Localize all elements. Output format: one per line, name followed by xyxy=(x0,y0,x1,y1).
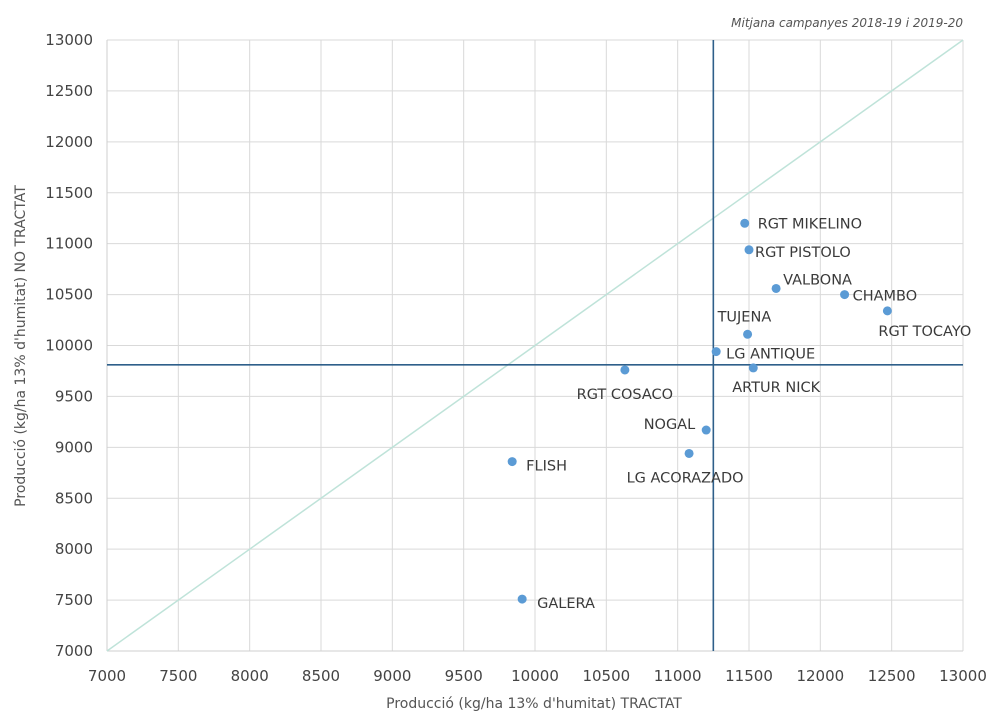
y-tick-labels: 7000 7500 8000 8500 9000 9500 10000 10500 11000 1… xyxy=(45,31,93,660)
x-tick-label: 13000 xyxy=(939,667,987,685)
x-tick-label: 8500 xyxy=(302,667,340,685)
y-tick-label: 10500 xyxy=(45,286,93,304)
y-tick-label: 10000 xyxy=(45,337,93,355)
x-tick-label: 11500 xyxy=(725,667,773,685)
data-point xyxy=(740,218,750,228)
x-tick-label: 12000 xyxy=(796,667,844,685)
point-label: RGT MIKELINO xyxy=(758,216,862,232)
x-tick-label: 10500 xyxy=(582,667,630,685)
x-axis-title: Producció (kg/ha 13% d'humitat) TRACTAT xyxy=(386,696,682,712)
point-label: RGT TOCAYO xyxy=(878,324,971,340)
point-label: GALERA xyxy=(537,596,595,612)
y-tick-label: 13000 xyxy=(45,31,93,49)
y-tick-label: 7500 xyxy=(55,591,93,609)
data-point xyxy=(743,329,753,339)
x-tick-label: 9000 xyxy=(373,667,411,685)
x-tick-label: 7000 xyxy=(88,667,126,685)
y-tick-label: 12500 xyxy=(45,82,93,100)
x-tick-label: 12500 xyxy=(868,667,916,685)
data-point xyxy=(711,347,721,357)
point-label: NOGAL xyxy=(644,417,696,433)
y-tick-label: 12000 xyxy=(45,133,93,151)
x-tick-label: 7500 xyxy=(159,667,197,685)
diagonal-reference-line xyxy=(106,39,964,652)
point-label: TUJENA xyxy=(717,309,772,325)
point-label: VALBONA xyxy=(783,272,852,288)
x-tick-label: 10000 xyxy=(511,667,559,685)
y-axis-title: Producció (kg/ha 13% d'humitat) NO TRACT… xyxy=(13,185,29,507)
x-tick-label: 8000 xyxy=(231,667,269,685)
data-point xyxy=(882,306,892,316)
data-point xyxy=(684,448,694,458)
x-tick-label: 9500 xyxy=(445,667,483,685)
point-label: RGT PISTOLO xyxy=(755,245,851,261)
data-point xyxy=(744,245,754,255)
chart-annotation: Mitjana campanyes 2018-19 i 2019-20 xyxy=(731,16,963,30)
data-point xyxy=(620,365,630,375)
x-tick-label: 11000 xyxy=(654,667,702,685)
point-label: RGT COSACO xyxy=(577,387,673,403)
y-tick-label: 11500 xyxy=(45,184,93,202)
data-point xyxy=(840,290,850,300)
point-label: LG ANTIQUE xyxy=(726,347,815,363)
data-point xyxy=(701,425,711,435)
data-point xyxy=(771,283,781,293)
y-tick-label: 8500 xyxy=(55,489,93,507)
y-tick-label: 7000 xyxy=(55,642,93,660)
data-point xyxy=(517,594,527,604)
y-tick-label: 11000 xyxy=(45,235,93,253)
y-tick-label: 9000 xyxy=(55,438,93,456)
data-point xyxy=(748,363,758,373)
y-tick-label: 8000 xyxy=(55,540,93,558)
point-label: ARTUR NICK xyxy=(732,380,820,396)
point-label: FLISH xyxy=(526,459,567,475)
point-label: CHAMBO xyxy=(853,289,918,305)
x-tick-labels: 7000 7500 8000 8500 9000 9500 10000 10500 11000 1… xyxy=(88,667,987,685)
data-point xyxy=(507,457,517,467)
y-tick-label: 9500 xyxy=(55,387,93,405)
point-label: LG ACORAZADO xyxy=(627,470,744,486)
data-points xyxy=(507,218,892,604)
